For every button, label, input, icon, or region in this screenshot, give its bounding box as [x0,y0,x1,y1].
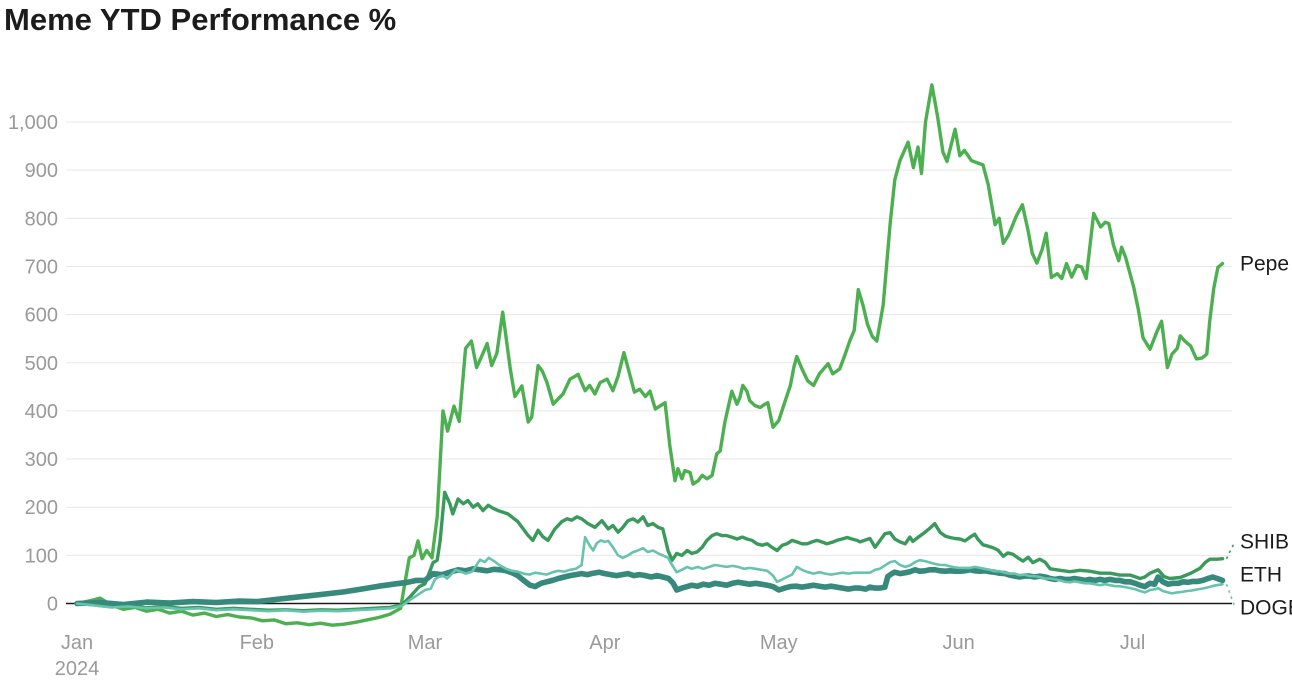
x-tick-label: Jul [1120,632,1146,654]
x-tick-label: Feb [240,632,274,654]
series-end-label-eth: ETH [1240,563,1282,586]
y-tick-label: 200 [25,497,58,519]
chart-title: Meme YTD Performance % [4,2,397,37]
y-tick-label: 800 [25,208,58,230]
series-line-shib [75,490,1225,613]
x-tick-year-label: 2024 [55,658,100,680]
series-end-label-shib: SHIB [1240,530,1289,553]
y-tick-label: 700 [25,256,58,278]
y-tick-label: 300 [25,449,58,471]
leader-line-doge [1225,583,1236,608]
x-tick-label: May [760,632,798,654]
y-tick-label: 900 [25,160,58,182]
leader-line-shib [1225,541,1236,560]
series-line-pepe [75,83,1225,627]
y-tick-label: 100 [25,545,58,567]
series-line-doge [75,535,1224,614]
x-tick-label: Mar [408,632,443,654]
series-line-eth [74,565,1226,608]
x-tick-label: Jan [61,632,93,654]
y-tick-label: 600 [25,305,58,327]
series-end-label-doge: DOGE [1240,596,1292,619]
y-tick-label: 1,000 [8,112,58,134]
series-end-label-pepe: Pepe [1240,253,1289,276]
x-tick-label: Apr [589,632,620,654]
y-tick-label: 400 [25,401,58,423]
y-tick-label: 500 [25,353,58,375]
y-tick-label: 0 [47,594,58,616]
x-tick-label: Jun [942,632,974,654]
